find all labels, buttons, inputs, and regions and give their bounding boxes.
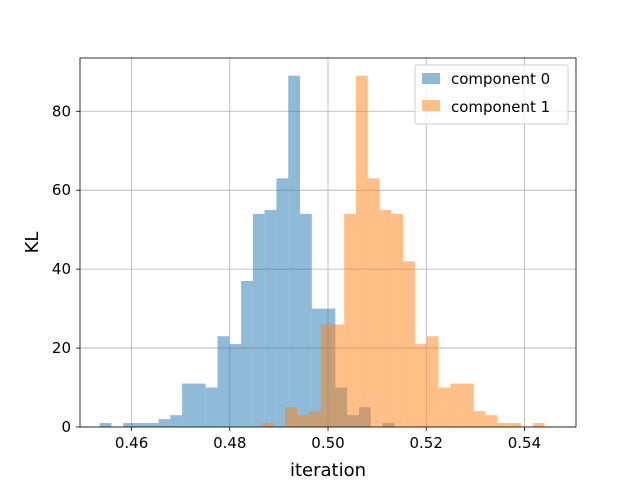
legend-swatch-component-0	[422, 73, 440, 84]
histogram-bar-component-1	[473, 411, 486, 427]
y-tick-label: 60	[52, 181, 71, 199]
x-axis-label: iteration	[290, 460, 366, 480]
x-tick-label: 0.46	[115, 434, 148, 452]
histogram-bar-component-1	[485, 415, 498, 427]
histogram-bar-component-0	[182, 383, 194, 427]
histogram-bar-component-1	[403, 261, 415, 427]
histogram-bar-component-1	[414, 344, 427, 427]
histogram-bar-component-0	[170, 415, 183, 427]
histogram-bar-component-0	[193, 383, 206, 427]
histogram-bar-component-0	[252, 213, 265, 427]
histogram-bar-component-0	[146, 423, 159, 427]
histogram-bar-component-1	[344, 213, 356, 427]
histogram-bar-component-0	[123, 423, 136, 427]
histogram-bar-component-1	[332, 324, 345, 427]
histogram-bar-component-1	[438, 387, 451, 427]
histogram-bar-component-0	[135, 423, 147, 427]
histogram-bar-component-0	[300, 213, 312, 427]
histogram-bar-component-1	[297, 415, 309, 427]
histogram-bar-component-1	[308, 411, 321, 427]
histogram-bar-component-0	[288, 75, 301, 427]
y-tick-label: 40	[52, 260, 71, 278]
histogram-bar-component-1	[261, 423, 274, 427]
histogram-bar-component-1	[320, 324, 333, 427]
y-tick-label: 0	[61, 418, 71, 436]
histogram-bar-component-1	[462, 383, 474, 427]
histogram-bar-component-1	[367, 178, 380, 427]
histogram-bar-component-1	[509, 423, 521, 427]
histogram-bar-component-0	[217, 336, 230, 427]
y-tick-label: 20	[52, 339, 71, 357]
histogram-bar-component-1	[355, 75, 368, 427]
histogram-bar-component-0	[158, 419, 171, 427]
histogram-bar-component-1	[450, 383, 463, 427]
histogram-bar-component-0	[99, 423, 112, 427]
axis-ticks: 0.46 0.48 0.50 0.52 0.54 0 20 40 60 80	[52, 102, 541, 452]
histogram-bar-component-0	[229, 344, 242, 427]
histogram-bar-component-1	[285, 407, 298, 427]
histogram-bar-component-1	[532, 423, 545, 427]
histogram-bars	[99, 75, 545, 427]
histogram-bar-component-0	[311, 308, 324, 427]
histogram-bar-component-0	[205, 387, 218, 427]
x-tick-label: 0.54	[508, 434, 541, 452]
legend-label-component-0: component 0	[451, 70, 550, 88]
y-tick-label: 80	[52, 102, 71, 120]
histogram-bar-component-0	[276, 178, 289, 427]
legend-swatch-component-1	[422, 100, 440, 111]
histogram-bar-component-0	[241, 280, 253, 427]
histogram-bar-component-0	[264, 209, 277, 427]
histogram-bar-component-1	[426, 336, 439, 427]
y-axis-label: KL	[22, 232, 43, 254]
legend-label-component-1: component 1	[451, 98, 550, 116]
x-tick-label: 0.48	[213, 434, 246, 452]
x-tick-label: 0.52	[410, 434, 443, 452]
legend: component 0 component 1	[414, 64, 569, 125]
histogram-bar-component-1	[497, 423, 510, 427]
histogram-bar-component-1	[379, 209, 392, 427]
x-tick-label: 0.50	[311, 434, 344, 452]
legend-frame	[414, 64, 569, 125]
histogram-bar-component-1	[391, 213, 404, 427]
